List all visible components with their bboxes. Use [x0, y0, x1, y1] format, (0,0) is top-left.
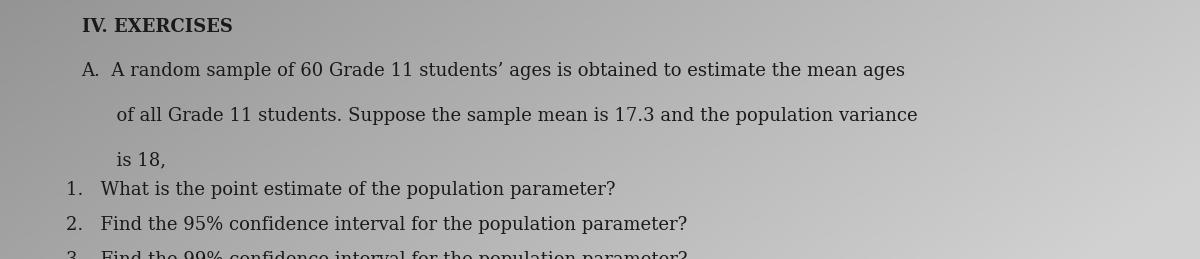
Text: 1.   What is the point estimate of the population parameter?: 1. What is the point estimate of the pop…	[66, 181, 616, 199]
Text: of all Grade 11 students. Suppose the sample mean is 17.3 and the population var: of all Grade 11 students. Suppose the sa…	[82, 107, 917, 125]
Text: 2.   Find the 95% confidence interval for the population parameter?: 2. Find the 95% confidence interval for …	[66, 216, 688, 234]
Text: IV. EXERCISES: IV. EXERCISES	[82, 18, 233, 36]
Text: A.  A random sample of 60 Grade 11 students’ ages is obtained to estimate the me: A. A random sample of 60 Grade 11 studen…	[82, 62, 906, 80]
Text: 3.   Find the 99% confidence interval for the population parameter?: 3. Find the 99% confidence interval for …	[66, 251, 688, 259]
Text: is 18,: is 18,	[82, 152, 166, 169]
